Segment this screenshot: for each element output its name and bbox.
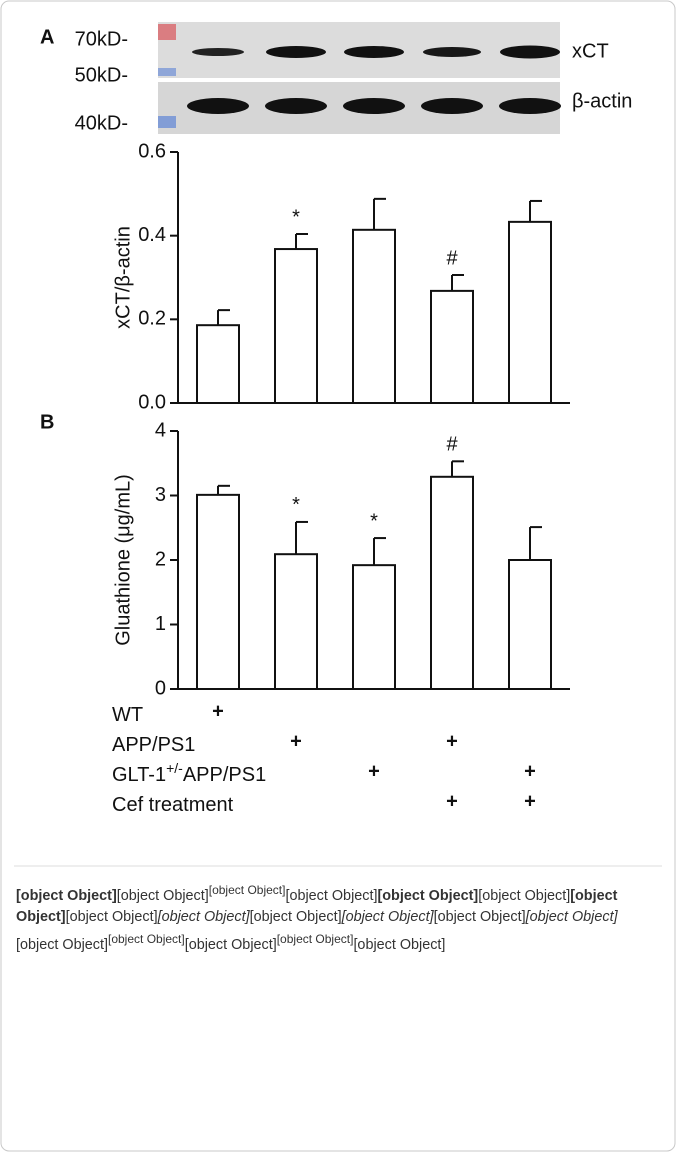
y-tick-label: 0.6 bbox=[138, 140, 166, 162]
treatment-label: GLT-1+/-APP/PS1 bbox=[112, 760, 266, 787]
blot-image bbox=[158, 22, 561, 134]
panel-label: B bbox=[40, 411, 54, 433]
bar bbox=[509, 560, 551, 689]
treatment-mark: + bbox=[290, 730, 302, 752]
band-label: β-actin bbox=[572, 90, 632, 112]
treatment-label-sup: +/- bbox=[166, 760, 183, 776]
caption-segment: [object Object] bbox=[277, 932, 354, 946]
caption-segment: [object Object] bbox=[250, 909, 342, 925]
figure: A 70kD- 50kD- 40kD- xCT β-actin 0.0 0.2 0.… bbox=[0, 0, 676, 1159]
bar bbox=[353, 230, 395, 403]
y-axis-label: xCT/β-actin bbox=[112, 226, 134, 329]
figure-border bbox=[1, 1, 675, 1151]
caption-segment: [object Object] bbox=[434, 909, 526, 925]
significance-mark: # bbox=[446, 247, 458, 269]
figure-caption: [object Object][object Object][object Ob… bbox=[16, 880, 656, 956]
caption-segment: [object Object] bbox=[16, 937, 108, 953]
caption-segment: [object Object] bbox=[117, 888, 209, 904]
marker-label: 70kD- bbox=[75, 28, 128, 50]
caption-segment: [object Object] bbox=[185, 937, 277, 953]
caption-segment: [object Object] bbox=[16, 888, 117, 904]
significance-mark: * bbox=[370, 510, 378, 532]
significance-mark: * bbox=[292, 206, 300, 228]
bar bbox=[353, 565, 395, 689]
treatment-label-text: APP/PS1 bbox=[112, 734, 195, 756]
treatment-mark: + bbox=[368, 760, 380, 782]
treatment-mark: + bbox=[524, 790, 536, 812]
bar bbox=[275, 554, 317, 689]
caption-segment: [object Object] bbox=[285, 888, 377, 904]
caption-segment: [object Object] bbox=[108, 932, 185, 946]
caption-segment: [object Object] bbox=[209, 883, 286, 897]
treatment-mark: + bbox=[212, 700, 224, 722]
y-tick-label: 0.4 bbox=[138, 224, 166, 246]
bar bbox=[275, 249, 317, 403]
caption-segment: [object Object] bbox=[377, 888, 478, 904]
bar bbox=[197, 325, 239, 403]
y-tick-label: 2 bbox=[155, 548, 166, 570]
treatment-label-text: GLT-1 bbox=[112, 764, 166, 786]
caption-segment: [object Object] bbox=[353, 937, 445, 953]
treatment-label-text: Cef treatment bbox=[112, 794, 234, 816]
bar bbox=[509, 222, 551, 403]
caption-segment: [object Object] bbox=[342, 909, 434, 925]
treatment-label: WT bbox=[112, 704, 143, 726]
caption-segment: [object Object] bbox=[526, 909, 618, 925]
marker-label: 50kD- bbox=[75, 64, 128, 86]
significance-mark: * bbox=[292, 494, 300, 516]
y-tick-label: 0.2 bbox=[138, 308, 166, 330]
bar bbox=[431, 477, 473, 689]
treatment-mark: + bbox=[446, 790, 458, 812]
bar bbox=[431, 291, 473, 403]
treatment-label-text: WT bbox=[112, 704, 143, 726]
figure-graphic: A 70kD- 50kD- 40kD- xCT β-actin 0.0 0.2 0.… bbox=[0, 0, 676, 1159]
y-tick-label: 0.0 bbox=[138, 391, 166, 413]
treatment-mark: + bbox=[524, 760, 536, 782]
y-tick-label: 0 bbox=[155, 677, 166, 699]
bar bbox=[197, 495, 239, 689]
band-label: xCT bbox=[572, 40, 609, 62]
caption-segment: [object Object] bbox=[66, 909, 158, 925]
y-tick-label: 4 bbox=[155, 419, 166, 441]
treatment-label: Cef treatment bbox=[112, 794, 234, 816]
treatment-label-rest: APP/PS1 bbox=[183, 764, 266, 786]
y-axis-label: Gluathione (μg/mL) bbox=[112, 474, 134, 646]
y-tick-label: 3 bbox=[155, 484, 166, 506]
caption-segment: [object Object] bbox=[478, 888, 570, 904]
panel-label: A bbox=[40, 26, 54, 48]
significance-mark: # bbox=[446, 434, 458, 456]
treatment-mark: + bbox=[446, 730, 458, 752]
y-tick-label: 1 bbox=[155, 613, 166, 635]
marker-label: 40kD- bbox=[75, 112, 128, 134]
caption-segment: [object Object] bbox=[158, 909, 250, 925]
treatment-label: APP/PS1 bbox=[112, 734, 195, 756]
